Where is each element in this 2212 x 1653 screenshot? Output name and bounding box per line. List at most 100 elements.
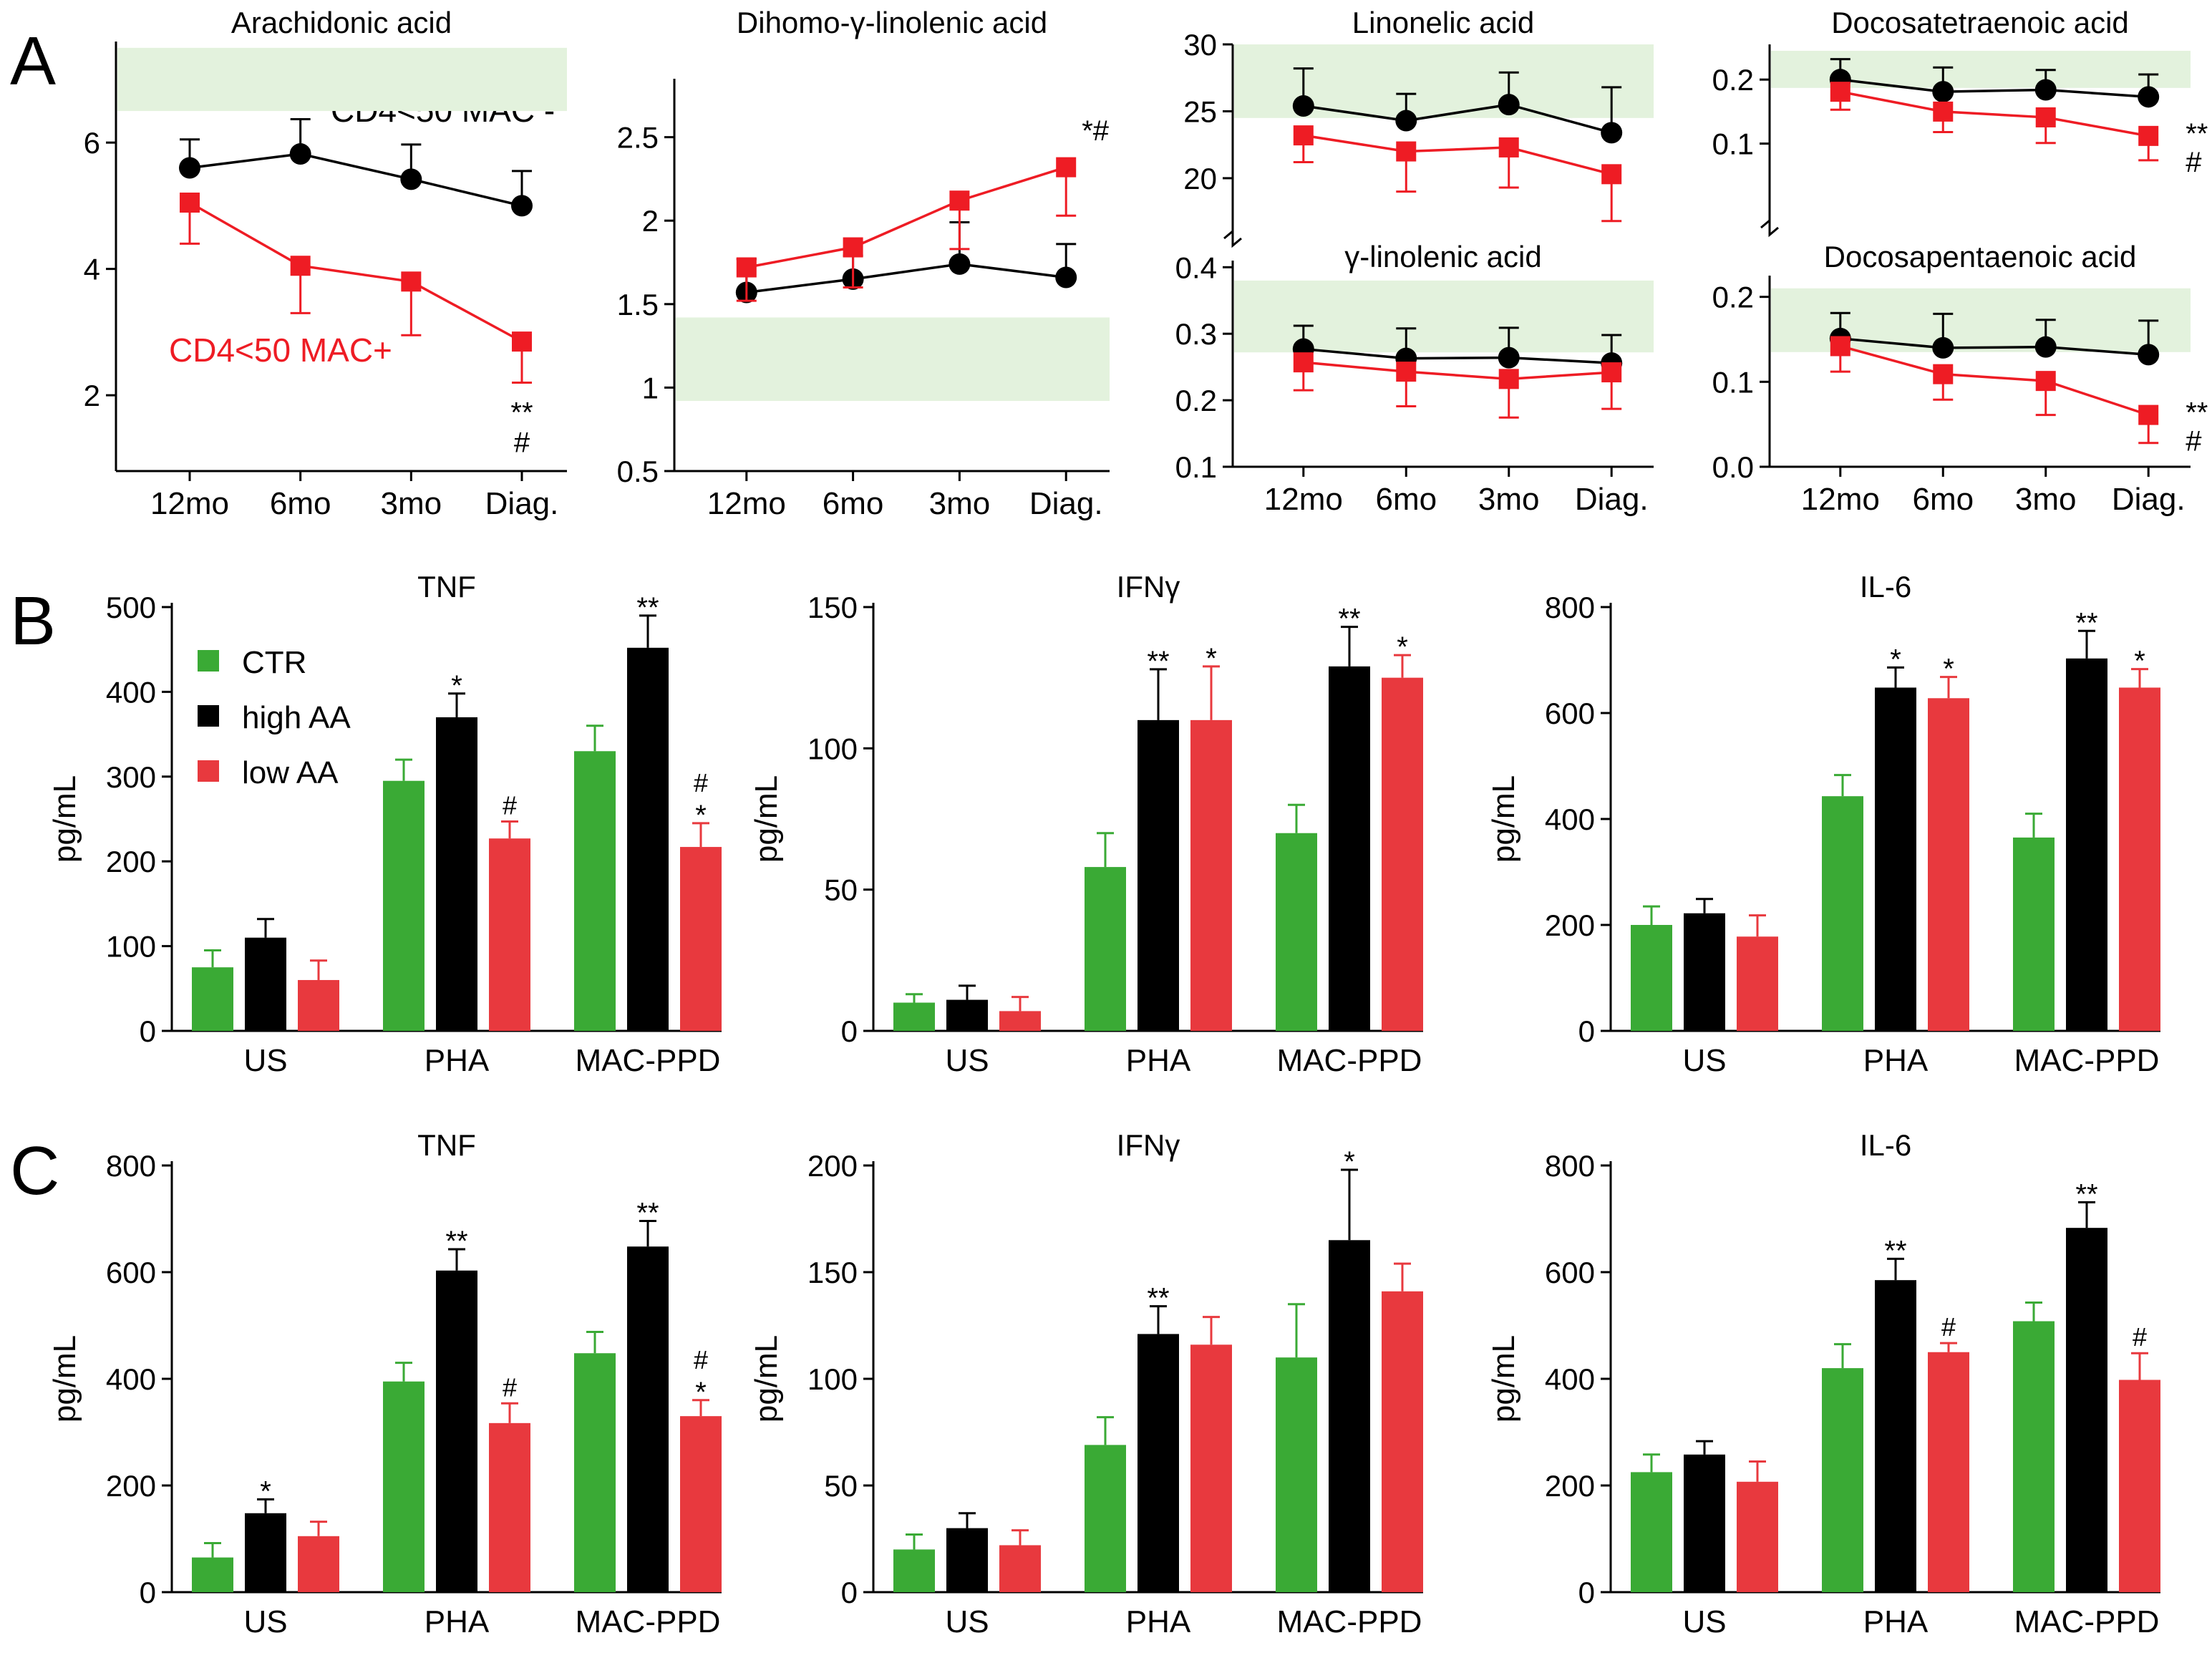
- series-line-0: [1840, 78, 2149, 99]
- bar: [1928, 1352, 1969, 1592]
- y-tick-label: 100: [106, 930, 156, 964]
- x-tick-label: 12mo: [1801, 482, 1880, 517]
- y-axis-label: pg/mL: [749, 1335, 784, 1422]
- y-tick-label: 100: [807, 1362, 858, 1396]
- y-axis-label: pg/mL: [1486, 1335, 1521, 1422]
- legend-label-low-aa: low AA: [242, 755, 339, 790]
- bar: [1382, 1291, 1423, 1592]
- significance-mark: *#: [1082, 115, 1110, 147]
- y-tick-label: 2: [642, 204, 659, 238]
- bar: [436, 1270, 477, 1592]
- bar: [192, 1557, 233, 1592]
- y-tick-label: 0.2: [1712, 281, 1754, 314]
- bar: [946, 999, 988, 1031]
- x-tick-label: PHA: [1863, 1043, 1929, 1078]
- y-tick-label: 0: [1578, 1014, 1595, 1048]
- bar: [1875, 1280, 1916, 1592]
- x-tick-label: US: [945, 1043, 989, 1078]
- data-point: [1830, 336, 1850, 357]
- data-point: [949, 253, 971, 275]
- data-point: [2035, 107, 2056, 127]
- significance-mark: **: [1884, 1235, 1906, 1266]
- data-point: [2138, 404, 2159, 425]
- y-tick-label: 0.1: [1175, 450, 1217, 484]
- line-chart-dta: Docosatetraenoic acid 0.1 0.2 **#: [1712, 6, 2208, 238]
- y-tick-label: 0: [140, 1576, 156, 1609]
- bar: [1137, 1334, 1179, 1592]
- data-point: [511, 195, 533, 217]
- y-axis-label: pg/mL: [47, 1335, 82, 1422]
- y-tick-label: 500: [106, 591, 156, 624]
- data-point: [1601, 122, 1623, 144]
- y-tick-label: 0: [841, 1014, 858, 1048]
- bar: [1684, 913, 1725, 1031]
- data-point: [1396, 362, 1417, 382]
- bar: [574, 751, 616, 1031]
- legend-swatch-high-aa: [198, 705, 219, 727]
- x-tick-label: PHA: [1126, 1043, 1191, 1078]
- bar: [2066, 1228, 2107, 1592]
- bar: [1276, 833, 1317, 1031]
- y-axis-label: pg/mL: [47, 775, 82, 863]
- data-point: [290, 256, 311, 276]
- bar-chart-c_il6: IL-6 pg/mL 0 200 400 600 800 US PHA MAC-PPD ** ** # #: [1486, 1128, 2160, 1639]
- y-tick-label: 400: [106, 675, 156, 709]
- y-tick-label: 50: [824, 873, 858, 907]
- bar: [1822, 1368, 1863, 1592]
- normal-range-band: [676, 317, 1110, 402]
- significance-mark: #: [503, 1372, 517, 1402]
- y-tick-label: 4: [84, 253, 100, 286]
- significance-mark: **: [1338, 603, 1360, 635]
- bar: [298, 979, 339, 1031]
- y-tick-label: 800: [106, 1149, 156, 1183]
- x-tick-label: MAC-PPD: [2014, 1604, 2160, 1639]
- bar: [1329, 1240, 1370, 1592]
- x-tick-label: US: [945, 1604, 989, 1639]
- data-point: [1498, 94, 1520, 116]
- significance-mark: *: [695, 1377, 707, 1408]
- bar: [2013, 837, 2055, 1031]
- y-tick-label: 200: [807, 1149, 858, 1183]
- significance-mark: #: [514, 427, 530, 458]
- series-line-1: [1840, 90, 2149, 137]
- y-tick-label: 0.5: [617, 455, 659, 488]
- chart-title: Docosapentaenoic acid: [1824, 240, 2137, 273]
- data-point: [1055, 266, 1077, 289]
- y-tick-label: 0.4: [1175, 251, 1217, 284]
- legend-label-ctr: CTR: [242, 645, 306, 680]
- data-point: [1498, 137, 1519, 157]
- bar: [192, 967, 233, 1031]
- y-tick-label: 0.1: [1712, 365, 1754, 399]
- bar: [2119, 1380, 2160, 1592]
- legend-label-high-aa: high AA: [242, 700, 351, 735]
- bar: [245, 937, 286, 1031]
- legend-swatch-ctr: [198, 650, 219, 672]
- bar: [1085, 867, 1126, 1031]
- y-tick-label: 0: [841, 1576, 858, 1609]
- y-tick-label: 0.3: [1175, 317, 1217, 351]
- chart-title: Arachidonic acid: [231, 6, 452, 39]
- bar: [436, 717, 477, 1031]
- data-point: [843, 237, 863, 258]
- legend: CTR high AA low AA: [198, 645, 351, 790]
- series-line-0: [1840, 337, 2149, 357]
- data-point: [1601, 164, 1622, 185]
- x-tick-label: Diag.: [485, 486, 559, 521]
- series-line-0: [189, 152, 523, 208]
- bar: [893, 1002, 935, 1031]
- y-tick-label: 2: [84, 379, 100, 412]
- y-tick-label: 600: [1545, 697, 1595, 730]
- chart-title: γ-linolenic acid: [1344, 240, 1541, 273]
- bar: [627, 647, 669, 1031]
- y-tick-label: 0: [1578, 1576, 1595, 1609]
- y-tick-label: 20: [1183, 162, 1217, 195]
- axis-break-mark: [1760, 218, 1779, 238]
- significance-mark: #: [1941, 1312, 1956, 1342]
- x-tick-label: PHA: [425, 1043, 490, 1078]
- y-tick-label: 30: [1183, 28, 1217, 62]
- y-axis-label: pg/mL: [1486, 775, 1521, 863]
- y-tick-label: 200: [1545, 908, 1595, 942]
- bar: [1329, 666, 1370, 1031]
